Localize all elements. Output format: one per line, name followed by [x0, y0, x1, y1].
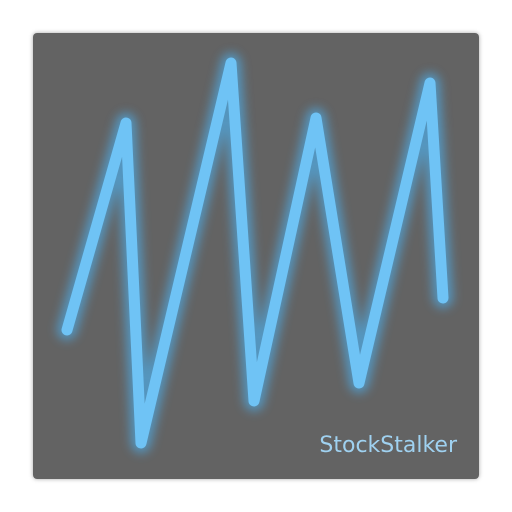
- app-icon-graphic: [33, 33, 479, 479]
- app-name-label: StockStalker: [319, 433, 457, 459]
- stockstalker-app-icon[interactable]: StockStalker: [33, 33, 479, 479]
- tile-background: [33, 33, 479, 479]
